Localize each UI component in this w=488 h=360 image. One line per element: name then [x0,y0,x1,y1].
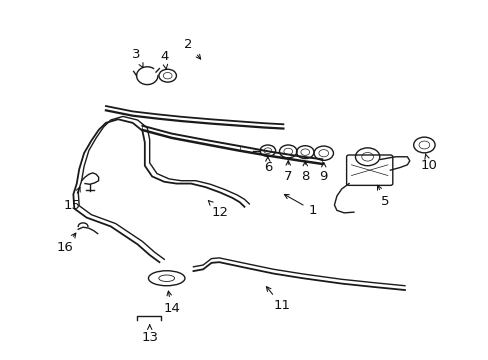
Text: 15: 15 [63,187,80,212]
Text: 14: 14 [163,291,180,315]
Text: 3: 3 [132,49,142,68]
Text: 11: 11 [266,287,290,312]
Text: 9: 9 [319,162,327,183]
Text: 10: 10 [420,154,437,172]
Text: 6: 6 [263,157,271,174]
Text: 4: 4 [160,50,168,69]
Text: 2: 2 [184,38,200,59]
Text: 1: 1 [284,194,316,217]
Text: 12: 12 [208,201,228,219]
Text: 7: 7 [284,161,292,183]
Text: 8: 8 [301,161,309,183]
Text: 16: 16 [56,233,76,255]
Text: 5: 5 [377,185,389,208]
Text: 13: 13 [141,325,158,344]
